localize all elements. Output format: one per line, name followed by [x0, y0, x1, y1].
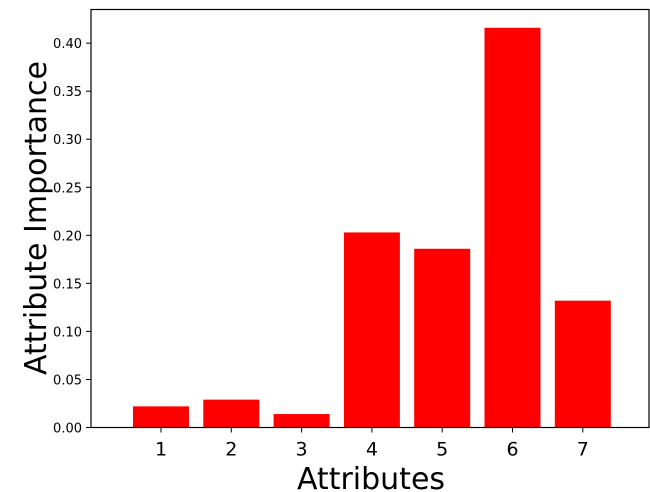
bars-group: [133, 27, 611, 428]
y-axis-title: Attribute Importance: [19, 61, 54, 375]
x-tick-label: 1: [155, 439, 167, 461]
x-axis: 1 2 3 4 5 6 7: [155, 427, 589, 461]
x-tick-label: 5: [436, 439, 448, 461]
y-tick-label: 0.15: [53, 277, 82, 292]
plot-frame: [90, 8, 650, 429]
y-tick-label: 0.30: [53, 133, 82, 148]
bar-1: [133, 406, 189, 428]
x-tick-label: 3: [296, 439, 308, 461]
y-tick-label: 0.10: [53, 325, 82, 340]
y-tick-label: 0.35: [53, 85, 82, 100]
bar-6: [484, 27, 541, 428]
bar-2: [203, 399, 260, 428]
x-tick-label: 4: [366, 439, 378, 461]
x-tick-label: 2: [225, 439, 237, 461]
y-tick-label: 0.25: [53, 181, 82, 196]
y-tick-label: 0.00: [53, 422, 82, 437]
y-tick-label: 0.20: [53, 229, 82, 244]
x-tick-label: 7: [577, 439, 589, 461]
y-axis: 0.00 0.05 0.10 0.15 0.20 0.25 0.30 0.35 0.40: [53, 37, 91, 437]
x-tick-label: 6: [506, 439, 518, 461]
bar-5: [414, 248, 471, 428]
bar-3: [273, 414, 330, 428]
y-tick-label: 0.05: [53, 373, 82, 388]
y-tick-label: 0.40: [53, 37, 82, 52]
x-axis-title: Attributes: [297, 462, 445, 492]
bar-7: [554, 300, 611, 428]
bar-4: [343, 232, 400, 428]
